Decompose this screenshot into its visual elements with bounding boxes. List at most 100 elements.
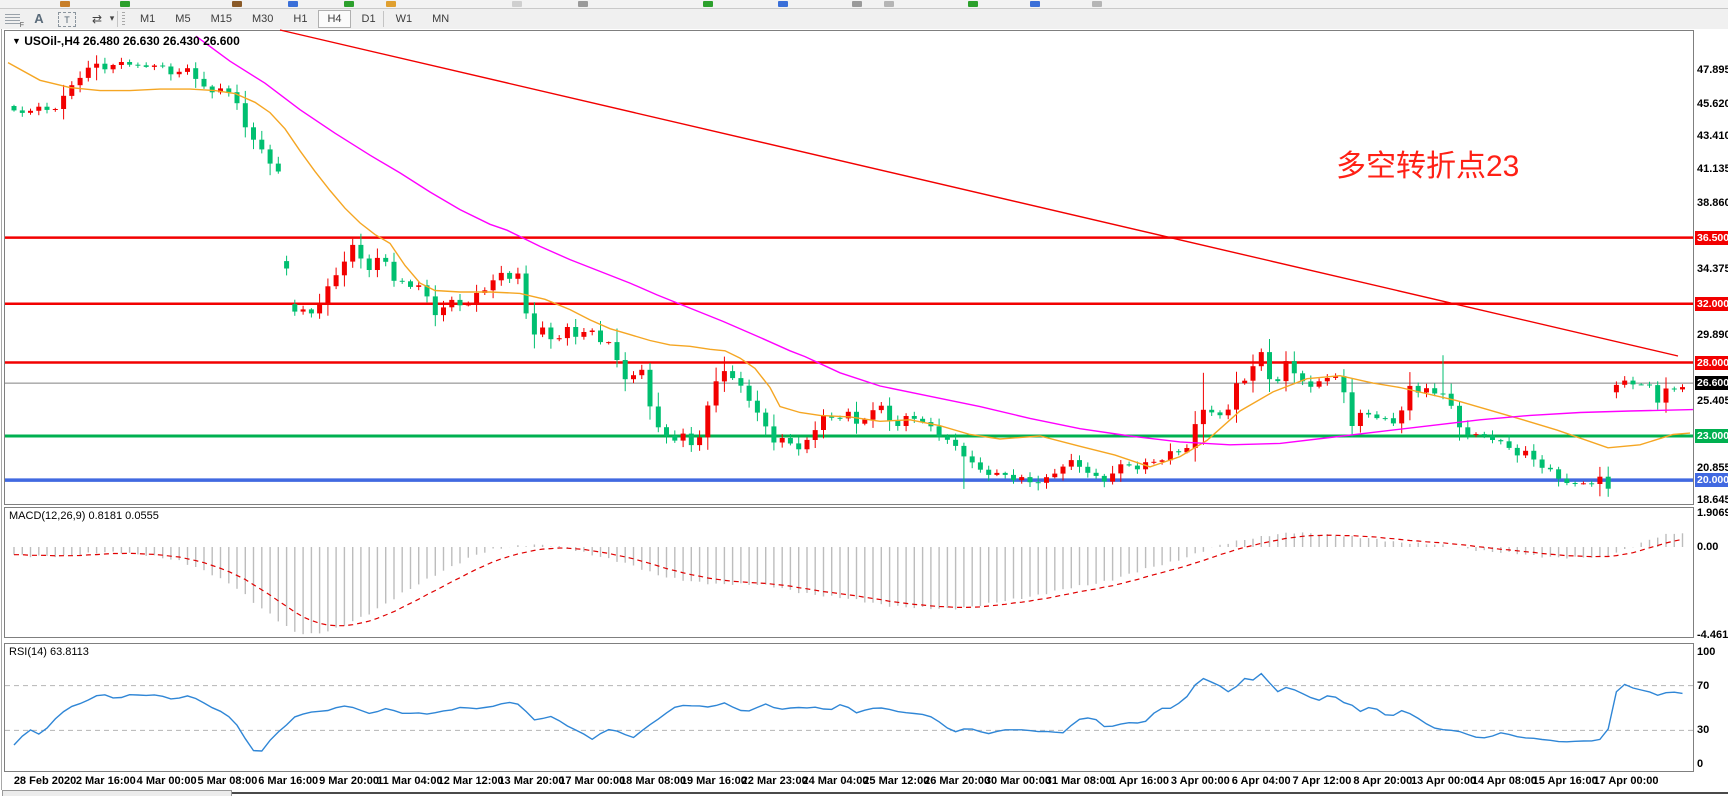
chart-window[interactable]: ▼ USOil-,H4 26.480 26.630 26.430 26.600 … <box>0 29 1728 796</box>
toolbar-icon-partial <box>1092 1 1102 7</box>
rsi-value: 63.8113 <box>49 646 89 658</box>
timeframe-button-m30[interactable]: M30 <box>251 13 274 25</box>
price-badge-28.000: 28.000 <box>1695 355 1728 370</box>
time-axis-label: 8 Apr 20:00 <box>1353 775 1413 787</box>
toolbar-icon-partial <box>578 1 588 7</box>
rsi-line <box>13 672 1683 752</box>
time-axis-label: 12 Mar 12:00 <box>437 775 504 787</box>
time-axis-label: 1 Apr 16:00 <box>1110 775 1169 787</box>
time-axis-label: 4 Mar 00:00 <box>136 775 197 787</box>
price-tick: 45.620 <box>1697 97 1728 110</box>
macd-axis-tick: -4.4614 <box>1697 628 1728 641</box>
ohlc-values: 26.480 26.630 26.430 26.600 <box>82 34 240 48</box>
time-axis-label: 19 Mar 16:00 <box>680 775 747 787</box>
time-axis-label: 24 Mar 04:00 <box>802 775 869 787</box>
toolbar-icon-partial <box>512 1 522 7</box>
horizontal-scrollbar[interactable] <box>0 790 1728 796</box>
toolbar-icon-partial <box>60 1 70 7</box>
symbol-ohlc-header: ▼ USOil-,H4 26.480 26.630 26.430 26.600 <box>12 34 240 48</box>
toolbar-separator <box>383 11 384 27</box>
descending-trendline[interactable] <box>279 29 1679 357</box>
timeframe-button-w1[interactable]: W1 <box>395 13 413 25</box>
timeframe-button-m15[interactable]: M15 <box>210 13 232 25</box>
toolbar-icon-partial <box>120 1 130 7</box>
text-cursor-icon[interactable]: A <box>34 11 44 26</box>
toolbar-icon-partial <box>884 1 894 7</box>
time-axis-label: 17 Apr 00:00 <box>1593 775 1659 787</box>
timeframe-button-mn[interactable]: MN <box>432 13 450 25</box>
ma-slow-magenta <box>195 35 1694 446</box>
time-axis-label: 7 Apr 12:00 <box>1292 775 1352 787</box>
time-axis-label: 5 Mar 08:00 <box>197 775 258 787</box>
chart-menu-triangle-icon[interactable]: ▼ <box>12 36 21 46</box>
price-tick: 25.405 <box>1697 394 1728 407</box>
rsi-indicator-label: RSI(14) 63.8113 <box>9 646 89 658</box>
macd-values: 0.8181 0.0555 <box>88 510 159 522</box>
toolbar-icon-partial <box>703 1 713 7</box>
time-axis-label: 13 Mar 20:00 <box>498 775 565 787</box>
horizontal-level-lines[interactable] <box>5 236 1693 482</box>
price-badge-23.000: 23.000 <box>1695 429 1728 443</box>
price-tick: 29.890 <box>1697 328 1728 341</box>
time-axis-label: 11 Mar 04:00 <box>377 775 443 787</box>
text-label-icon[interactable]: T <box>58 12 76 27</box>
timeframe-button-h1[interactable]: H1 <box>293 13 308 25</box>
price-tick: 47.895 <box>1697 64 1728 77</box>
price-tick: 38.860 <box>1697 196 1728 209</box>
toolbar-icon-partial <box>386 1 396 7</box>
macd-histogram <box>13 532 1684 635</box>
macd-axis-tick: 0.00 <box>1697 541 1719 553</box>
toolbar-icon-partial <box>288 1 298 7</box>
grip-grid-icon[interactable]: F <box>5 14 24 29</box>
price-badge-26.600: 26.600 <box>1695 376 1728 391</box>
chart-canvas <box>1 29 1694 796</box>
cutoff-toolbar-strip <box>0 0 1728 9</box>
timeframe-button-m5[interactable]: M5 <box>175 13 191 25</box>
rsi-axis-tick: 30 <box>1697 724 1710 737</box>
time-axis-label: 28 Feb 2020 <box>13 775 77 787</box>
macd-axis-tick: 1.9069 <box>1697 507 1728 520</box>
price-tick: 20.855 <box>1697 461 1728 474</box>
timeframe-button-m1[interactable]: M1 <box>140 13 156 25</box>
price-badge-20.000: 20.000 <box>1695 473 1728 488</box>
price-tick: 41.135 <box>1697 163 1728 176</box>
timeframe-button-h4[interactable]: H4 <box>318 10 351 28</box>
candlestick-series <box>11 55 1685 497</box>
time-axis-label: 2 Mar 16:00 <box>75 775 136 787</box>
time-axis-label: 6 Mar 16:00 <box>258 775 319 787</box>
time-axis-label: 30 Mar 00:00 <box>984 775 1051 787</box>
time-axis-label: 15 Apr 16:00 <box>1532 775 1598 787</box>
price-tick: 34.375 <box>1697 262 1728 275</box>
chart-toolbar: F A T ⇄ ▾ M1 M5 M15 M30 H1 H4 D1 W1 MN <box>0 9 1728 30</box>
rsi-axis-tick: 100 <box>1697 646 1716 658</box>
symbol-name: USOil-,H4 <box>24 34 80 48</box>
toolbar-grip-handle[interactable] <box>122 12 125 26</box>
price-badge-36.500: 36.500 <box>1695 230 1728 245</box>
dropdown-caret-icon[interactable]: ▾ <box>109 13 115 23</box>
price-badge-32.000: 32.000 <box>1695 296 1728 311</box>
macd-indicator-label: MACD(12,26,9) 0.8181 0.0555 <box>9 510 159 522</box>
price-tick: 18.645 <box>1697 494 1728 507</box>
time-axis-label: 31 Mar 08:00 <box>1045 775 1112 787</box>
rsi-axis-tick: 0 <box>1697 758 1704 770</box>
price-tick: 43.410 <box>1697 129 1728 142</box>
scrollbar-thumb[interactable] <box>2 790 232 796</box>
time-axis-label: 18 Mar 08:00 <box>620 775 687 787</box>
timeframe-bar: M1 M5 M15 M30 H1 H4 D1 W1 MN <box>130 9 459 29</box>
arrange-arrows-icon[interactable]: ⇄ <box>91 11 103 26</box>
chinese-annotation-text: 多空转折点23 <box>1336 150 1520 183</box>
time-axis-label: 3 Apr 00:00 <box>1170 775 1230 787</box>
time-axis-label: 9 Mar 20:00 <box>319 775 379 787</box>
timeframe-button-d1[interactable]: D1 <box>361 13 376 25</box>
toolbar-icon-partial <box>232 1 242 7</box>
macd-signal-line <box>14 534 1683 627</box>
toolbar-icon-partial <box>968 1 978 7</box>
toolbar-icon-partial <box>778 1 788 7</box>
time-axis-label: 13 Apr 00:00 <box>1411 775 1477 787</box>
time-axis-label: 25 Mar 12:00 <box>863 775 930 787</box>
pane-frames <box>1 29 1694 796</box>
time-axis-label: 22 Mar 23:00 <box>741 775 808 787</box>
toolbar-icon-partial <box>852 1 862 7</box>
toolbar-icon-partial <box>1030 1 1040 7</box>
